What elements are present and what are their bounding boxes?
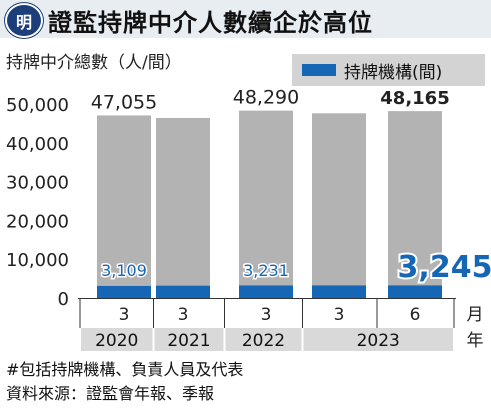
legend-label-firms: 持牌機構(間) bbox=[344, 62, 443, 83]
y-tick-label: 10,000 bbox=[6, 250, 69, 271]
bar-total bbox=[239, 110, 293, 299]
bar-chart: 0 10,000 20,000 30,000 40,000 50,000 47,055 48,… bbox=[6, 87, 491, 351]
y-tick-label: 0 bbox=[58, 289, 69, 310]
x-unit-year: 年 bbox=[467, 331, 484, 351]
x-month-label: 3 bbox=[178, 305, 189, 325]
logo-badge: 明 bbox=[5, 3, 43, 38]
data-label-firms: 3,109 bbox=[101, 261, 147, 280]
bar-firms bbox=[239, 285, 293, 298]
x-year-label: 2022 bbox=[242, 331, 285, 351]
legend-swatch-firms bbox=[302, 64, 336, 76]
bar-firms bbox=[156, 285, 210, 298]
footnote-source: 資料來源：證監會年報、季報 bbox=[6, 384, 215, 403]
data-label-total: 48,165 bbox=[380, 88, 449, 109]
x-year-box bbox=[154, 328, 224, 351]
x-year-label: 2023 bbox=[357, 331, 400, 351]
data-label-firms: 3,231 bbox=[243, 261, 289, 280]
chart-subtitle: 持牌中介總數（人/間） bbox=[6, 53, 182, 73]
bar-total bbox=[97, 115, 151, 298]
bar-firms bbox=[388, 285, 442, 298]
x-year-label: 2020 bbox=[95, 331, 138, 351]
legend: 持牌機構(間) bbox=[292, 54, 485, 86]
bar-firms bbox=[97, 285, 151, 298]
bar-total bbox=[312, 113, 366, 298]
header-bar bbox=[0, 0, 491, 38]
logo-text: 明 bbox=[15, 12, 32, 32]
x-month-label: 3 bbox=[119, 305, 130, 325]
y-tick-label: 20,000 bbox=[6, 211, 69, 232]
bar-total bbox=[388, 111, 442, 298]
data-label-firms-highlight: 3,245 bbox=[398, 250, 491, 285]
data-label-total: 47,055 bbox=[91, 91, 157, 113]
footnote-scope: #包括持牌機構、負責人員及代表 bbox=[6, 360, 244, 379]
x-month-label: 3 bbox=[261, 305, 272, 325]
y-tick-label: 40,000 bbox=[6, 134, 69, 155]
x-year-box bbox=[225, 328, 302, 351]
data-label-total: 48,290 bbox=[233, 87, 299, 109]
bar-total bbox=[156, 117, 210, 298]
x-unit-month: 月 bbox=[467, 305, 484, 325]
x-month-label: 6 bbox=[410, 305, 421, 325]
x-year-label: 2021 bbox=[167, 331, 210, 351]
x-month-label: 3 bbox=[334, 305, 345, 325]
x-year-box bbox=[81, 328, 153, 351]
x-year-box bbox=[303, 328, 453, 351]
page-title: 證監持牌中介人數續企於高位 bbox=[48, 9, 373, 37]
y-tick-label: 30,000 bbox=[6, 173, 69, 194]
bar-firms bbox=[312, 285, 366, 298]
y-tick-label: 50,000 bbox=[6, 95, 69, 116]
